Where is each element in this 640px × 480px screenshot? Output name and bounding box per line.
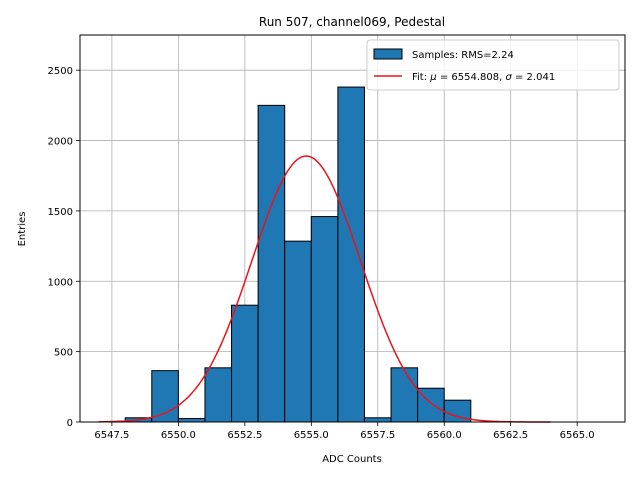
histogram-bar	[284, 240, 312, 423]
histogram-bar	[363, 417, 392, 423]
histogram-bar	[310, 216, 339, 423]
legend-fit-prefix: Fit:	[412, 72, 430, 83]
x-tick-label: 6555.0	[294, 430, 329, 441]
legend-samples-swatch	[373, 48, 403, 60]
x-tick-label: 6562.5	[493, 430, 528, 441]
histogram-bar	[337, 86, 365, 423]
y-tick-label: 1000	[48, 277, 73, 288]
y-axis-label: Entries	[17, 212, 28, 247]
x-axis-ticks: 6547.5 6550.0 6552.5 6555.0 6557.5 6560.0 6562…	[94, 422, 595, 441]
histogram-bar	[151, 370, 179, 423]
x-tick-label: 6565.0	[560, 430, 595, 441]
y-tick-label: 2500	[48, 66, 73, 77]
x-tick-label: 6552.5	[227, 430, 262, 441]
x-axis-label: ADC Counts	[322, 454, 382, 465]
histogram-bar	[177, 417, 206, 423]
histogram-bar	[390, 367, 419, 423]
histogram-bar	[231, 304, 259, 423]
legend-mu-symbol: μ	[429, 72, 436, 83]
histogram-bar	[257, 104, 286, 423]
gaussian-fit-curve	[98, 155, 551, 423]
histogram-bar	[204, 367, 233, 423]
legend-sigma-symbol: σ	[505, 72, 512, 83]
legend-sigma-value: = 2.041	[512, 72, 555, 83]
chart-title: Run 507, channel069, Pedestal	[259, 15, 445, 29]
x-tick-label: 6547.5	[94, 430, 129, 441]
x-tick-label: 6550.0	[161, 430, 196, 441]
legend: Samples: RMS=2.24 Fit: μ = 6554.808, σ =…	[366, 39, 620, 91]
y-tick-label: 1500	[48, 207, 73, 218]
fit-curve-layer	[98, 155, 551, 423]
y-tick-label: 0	[67, 418, 73, 429]
legend-mu-value: = 6554.808,	[437, 72, 506, 83]
y-tick-label: 500	[54, 348, 73, 359]
y-tick-label: 2000	[48, 137, 73, 148]
legend-box	[366, 39, 620, 91]
legend-fit-label: Fit: μ = 6554.808, σ = 2.041	[412, 72, 555, 83]
y-axis-ticks: 0 500 1000 1500 2000 2500	[48, 66, 80, 429]
x-tick-label: 6560.0	[427, 430, 462, 441]
x-tick-label: 6557.5	[360, 430, 395, 441]
plot-area-frame	[79, 34, 626, 423]
legend-samples-label: Samples: RMS=2.24	[412, 50, 514, 61]
